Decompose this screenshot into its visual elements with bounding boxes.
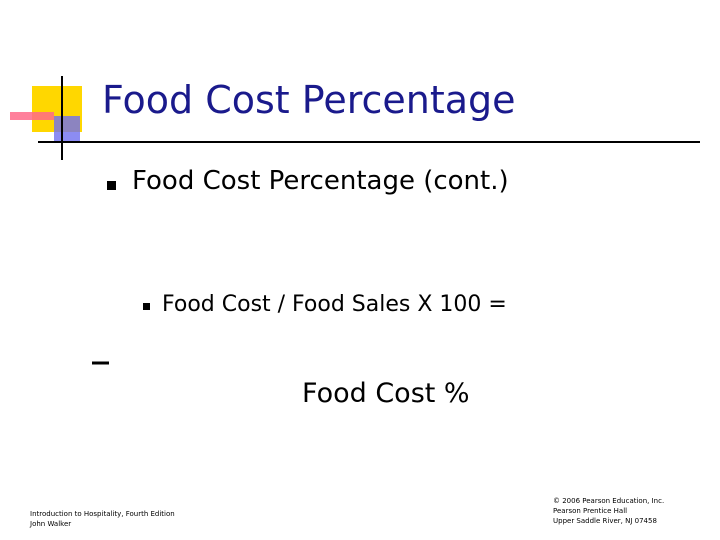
footer-line: John Walker [30, 520, 72, 528]
footer-line: Upper Saddle River, NJ 07458 [553, 517, 657, 525]
footer-line: Introduction to Hospitality, Fourth Edit… [30, 510, 175, 518]
red-bar [10, 112, 54, 120]
bullet-text: Food Cost % [302, 378, 470, 409]
bullet-text: Food Cost Percentage (cont.) [132, 166, 509, 196]
bullet [107, 181, 116, 190]
blue-square [54, 116, 80, 142]
footer-left: Introduction to Hospitality, Fourth Edit… [30, 509, 175, 529]
footer-line: © 2006 Pearson Education, Inc. [553, 497, 665, 505]
bullet-text: Food Cost / Food Sales X 100 = [162, 292, 507, 317]
bullet [143, 303, 150, 310]
footer-line: Pearson Prentice Hall [553, 507, 628, 515]
slide-title: Food Cost Percentage [102, 78, 516, 122]
footer-right: © 2006 Pearson Education, Inc. Pearson P… [553, 496, 664, 526]
